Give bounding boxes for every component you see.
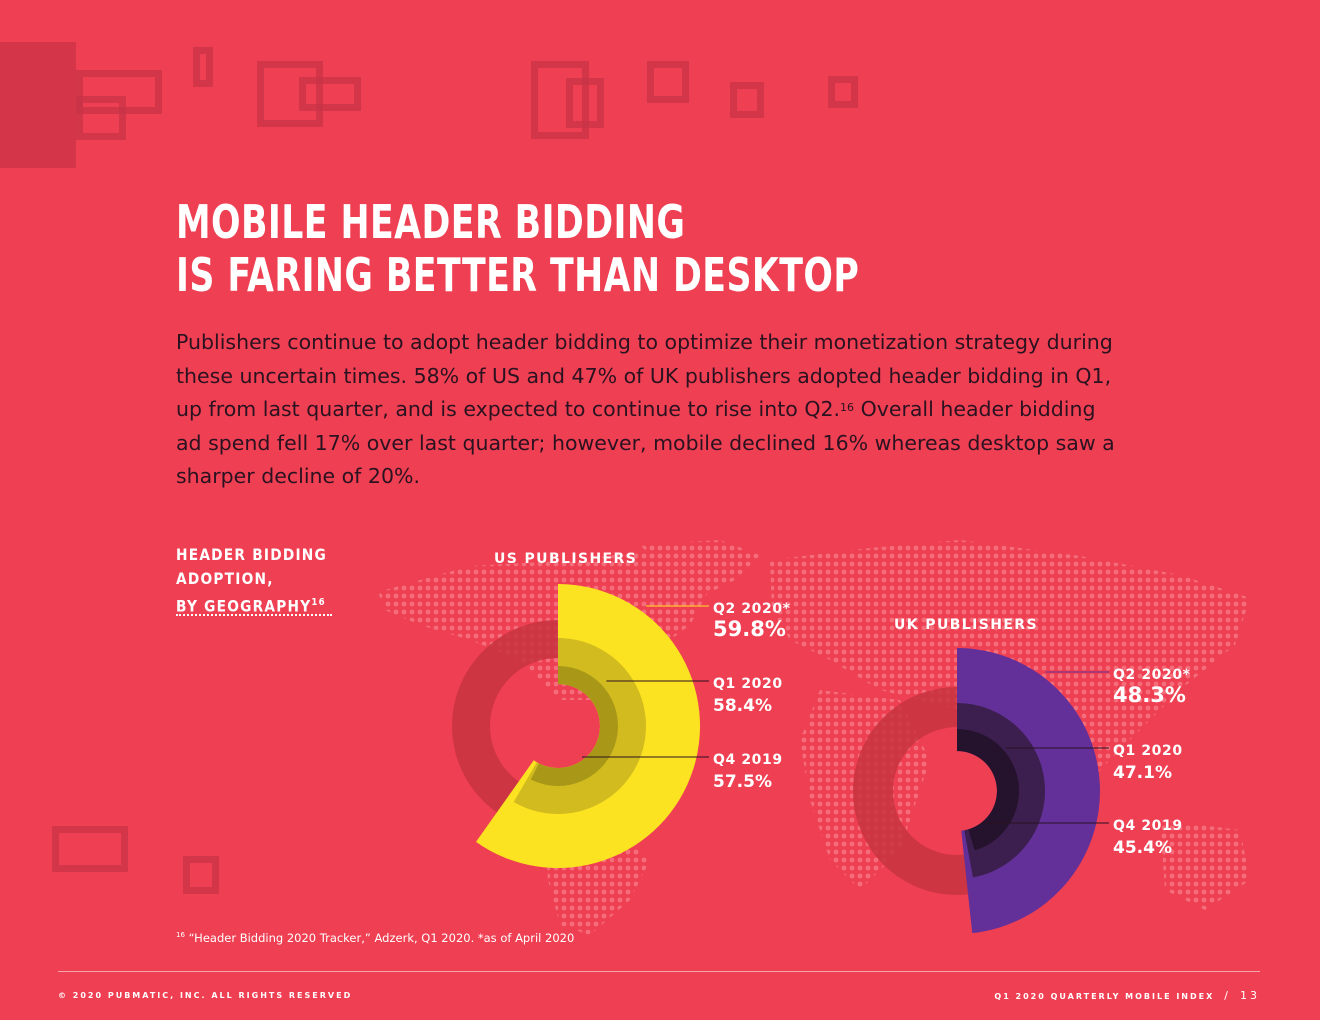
- chart-section-label: HEADER BIDDING ADOPTION, BY GEOGRAPHY16: [176, 543, 327, 618]
- footer-copyright: © 2020 PUBMATIC, INC. ALL RIGHTS RESERVE…: [58, 991, 353, 1000]
- side-label-line3: BY GEOGRAPHY: [176, 596, 312, 616]
- decor-square: [566, 78, 604, 128]
- footnote-text: “Header Bidding 2020 Tracker,” Adzerk, Q…: [184, 931, 575, 945]
- footnote-ref: 16: [176, 931, 185, 940]
- label-value: 45.4%: [1113, 838, 1172, 858]
- us-chart-title: US PUBLISHERS: [494, 551, 637, 567]
- body-paragraph: Publishers continue to adopt header bidd…: [176, 326, 1116, 494]
- label-value: 58.4%: [713, 696, 772, 716]
- body-text-cont: Overall header bidding ad spend fell 17%…: [176, 397, 1115, 488]
- side-label-line2: ADOPTION,: [176, 569, 274, 588]
- decor-square: [828, 76, 858, 108]
- page-number: 13: [1240, 989, 1260, 1002]
- label-period: Q4 2019: [1113, 818, 1183, 834]
- decor-square: [183, 856, 219, 894]
- decor-square: [193, 47, 213, 87]
- side-label-underline: [176, 614, 332, 616]
- page-title-line1: MOBILE HEADER BIDDING: [176, 195, 686, 249]
- body-text: Publishers continue to adopt header bidd…: [176, 330, 1113, 421]
- decor-block: [0, 42, 76, 168]
- arc-q4-2019: [957, 729, 1020, 851]
- decor-square: [647, 61, 689, 103]
- decor-square: [531, 61, 589, 139]
- footer-divider: [58, 971, 1260, 972]
- label-period: Q2 2020*: [713, 601, 791, 617]
- label-period: Q1 2020: [713, 676, 783, 692]
- decor-square: [299, 77, 361, 111]
- us-publishers-chart: Q2 2020*59.8% Q1 2020 58.4% Q4 2019 57.5%: [452, 584, 791, 868]
- arc-q4-2019: [530, 666, 619, 786]
- label-period: Q2 2020*: [1113, 667, 1191, 683]
- uk-chart-title: UK PUBLISHERS: [894, 617, 1038, 633]
- label-value: 59.8%: [713, 617, 786, 641]
- side-label-footnote-ref: 16: [311, 597, 326, 608]
- label-value: 48.3%: [1113, 683, 1186, 707]
- footer-publication: Q1 2020 QUARTERLY MOBILE INDEX / 13: [994, 989, 1260, 1002]
- label-period: Q4 2019: [713, 752, 783, 768]
- world-map-background: [378, 540, 1250, 935]
- page-title: MOBILE HEADER BIDDING IS FARING BETTER T…: [176, 196, 859, 302]
- label-value: 57.5%: [713, 772, 772, 792]
- label-period: Q1 2020: [1113, 743, 1183, 759]
- uk-publishers-chart: Q2 2020*48.3% Q1 2020 47.1% Q4 2019 45.4%: [852, 648, 1191, 934]
- body-footnote-ref: 16: [840, 401, 855, 414]
- decor-square: [52, 826, 128, 872]
- decor-square: [257, 61, 323, 127]
- footer-slash: /: [1224, 989, 1230, 1002]
- decor-square: [76, 96, 126, 140]
- footer-publication-title: Q1 2020 QUARTERLY MOBILE INDEX: [994, 992, 1215, 1001]
- label-value: 47.1%: [1113, 763, 1172, 783]
- footnote: 16 “Header Bidding 2020 Tracker,” Adzerk…: [176, 931, 574, 945]
- side-label-line1: HEADER BIDDING: [176, 545, 328, 564]
- decor-square: [730, 82, 764, 118]
- page-title-line2: IS FARING BETTER THAN DESKTOP: [176, 248, 860, 302]
